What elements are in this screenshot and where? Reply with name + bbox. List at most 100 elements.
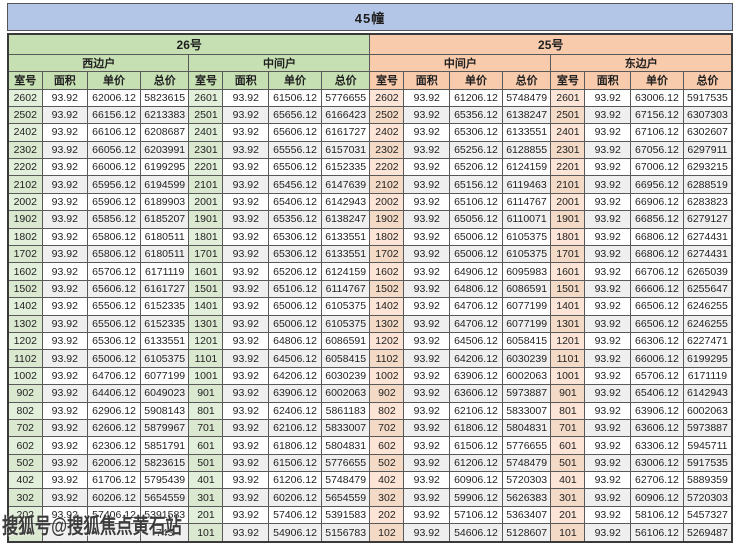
room-cell: 2202	[7, 158, 43, 177]
room-cell: 2201	[550, 158, 586, 177]
total-price-cell: 6049023	[139, 384, 190, 403]
unit-price-cell: 65906.12	[87, 192, 141, 212]
room-cell: 1502	[369, 279, 405, 299]
total-price-cell: 6180511	[139, 227, 190, 247]
total-price-cell: 5720303	[682, 488, 733, 507]
room-cell: 1301	[550, 314, 586, 333]
unit-price-cell: 62706.12	[630, 471, 684, 490]
area-cell: 93.92	[584, 331, 632, 351]
area-cell: 93.92	[584, 453, 632, 473]
room-cell: 101	[188, 523, 224, 543]
total-price-cell: 5748479	[501, 453, 552, 473]
room-cell: 1402	[7, 297, 43, 316]
area-cell: 93.92	[403, 453, 451, 473]
total-price-cell: 5804831	[320, 436, 371, 455]
unit-price-cell: 61806.12	[449, 418, 503, 438]
room-cell: 301	[188, 488, 224, 507]
room-cell: 1802	[369, 227, 405, 247]
room-cell: 1102	[7, 349, 43, 368]
unit-price-cell: 65356.12	[449, 105, 503, 125]
area-cell: 93.92	[403, 158, 451, 177]
area-cell: 93.92	[584, 227, 632, 247]
unit-price-cell: 61706.12	[87, 471, 141, 490]
table-row: 1702 93.92 65806.12 6180511 1701 93.92 65306.1…	[7, 245, 733, 264]
area-cell: 93.92	[222, 366, 270, 386]
area-cell: 93.92	[403, 418, 451, 438]
room-cell: 1001	[550, 366, 586, 386]
room-cell: 702	[369, 418, 405, 438]
room-cell: 901	[188, 384, 224, 403]
total-price-cell: 5720303	[501, 471, 552, 490]
area-cell: 93.92	[584, 314, 632, 333]
total-price-cell: 6157031	[320, 140, 371, 160]
area-cell: 93.92	[222, 453, 270, 473]
room-cell: 2601	[188, 88, 224, 107]
column-header-total-price: 总价	[501, 70, 552, 90]
area-cell: 93.92	[222, 227, 270, 247]
unit-header-row: 西边户 中间户 中间户 东边户	[7, 53, 733, 72]
unit-price-cell: 65506.12	[87, 297, 141, 316]
total-price-cell: 5804831	[501, 418, 552, 438]
area-cell: 93.92	[584, 488, 632, 507]
area-cell: 93.92	[584, 297, 632, 316]
column-header-unit-price: 单价	[87, 70, 141, 90]
unit-price-cell: 65006.12	[268, 314, 322, 333]
table-row: 2402 93.92 66106.12 6208687 2401 93.92 65606.1…	[7, 123, 733, 142]
area-cell: 93.92	[222, 401, 270, 420]
room-cell: 1101	[550, 349, 586, 368]
area-cell: 93.92	[222, 314, 270, 333]
unit-price-cell: 65006.12	[449, 245, 503, 264]
unit-price-cell: 66506.12	[630, 297, 684, 316]
room-cell: 2401	[188, 123, 224, 142]
unit-price-cell	[87, 523, 141, 543]
room-cell: 1202	[7, 331, 43, 351]
table-row: 1102 93.92 65006.12 6105375 1101 93.92 64506.1…	[7, 349, 733, 368]
area-cell: 93.92	[41, 279, 89, 299]
total-price-cell: 5861183	[320, 401, 371, 420]
area-cell: 93.92	[403, 436, 451, 455]
area-cell: 93.92	[403, 105, 451, 125]
room-cell: 1901	[188, 210, 224, 229]
room-cell: 1602	[7, 262, 43, 281]
unit-price-cell: 65106.12	[268, 279, 322, 299]
total-price-cell: 6002063	[320, 384, 371, 403]
total-price-cell: 6283823	[682, 192, 733, 212]
table-row: 1602 93.92 65706.12 6171119 1601 93.92 65206.1…	[7, 262, 733, 281]
total-price-cell: 6189903	[139, 192, 190, 212]
unit-price-cell: 63606.12	[449, 384, 503, 403]
room-cell: 802	[7, 401, 43, 420]
unit-price-cell: 57106.12	[449, 505, 503, 525]
table-row: 2502 93.92 66156.12 6213383 2501 93.92 65656.1…	[7, 105, 733, 125]
unit-price-cell: 66906.12	[630, 192, 684, 212]
total-price-cell: 6246255	[682, 314, 733, 333]
building-header-row: 26号 25号	[7, 33, 733, 55]
total-price-cell: 6058415	[320, 349, 371, 368]
area-cell: 93.92	[41, 262, 89, 281]
room-cell: 1601	[550, 262, 586, 281]
total-price-cell: 6077199	[501, 297, 552, 316]
area-cell: 93.92	[584, 366, 632, 386]
unit-price-cell: 66806.12	[630, 227, 684, 247]
unit-price-cell: 63306.12	[630, 436, 684, 455]
total-price-cell: 6180511	[139, 245, 190, 264]
unit-price-cell: 62106.12	[449, 401, 503, 420]
total-price-cell: 6293215	[682, 158, 733, 177]
room-cell: 2302	[369, 140, 405, 160]
room-cell: 502	[369, 453, 405, 473]
unit-price-cell: 64706.12	[449, 314, 503, 333]
area-cell: 93.92	[222, 488, 270, 507]
area-cell: 93.92	[41, 297, 89, 316]
area-cell: 93.92	[584, 105, 632, 125]
room-cell: 2201	[188, 158, 224, 177]
unit-price-cell: 58106.12	[630, 505, 684, 525]
total-price-cell: 5156783	[320, 523, 371, 543]
unit-price-cell: 65056.12	[449, 210, 503, 229]
area-cell: 93.92	[584, 384, 632, 403]
area-cell: 93.92	[41, 401, 89, 420]
area-cell: 93.92	[584, 88, 632, 107]
unit-price-cell: 65206.12	[449, 158, 503, 177]
area-cell: 93.92	[584, 140, 632, 160]
room-cell: 1702	[7, 245, 43, 264]
room-cell: 1002	[7, 366, 43, 386]
